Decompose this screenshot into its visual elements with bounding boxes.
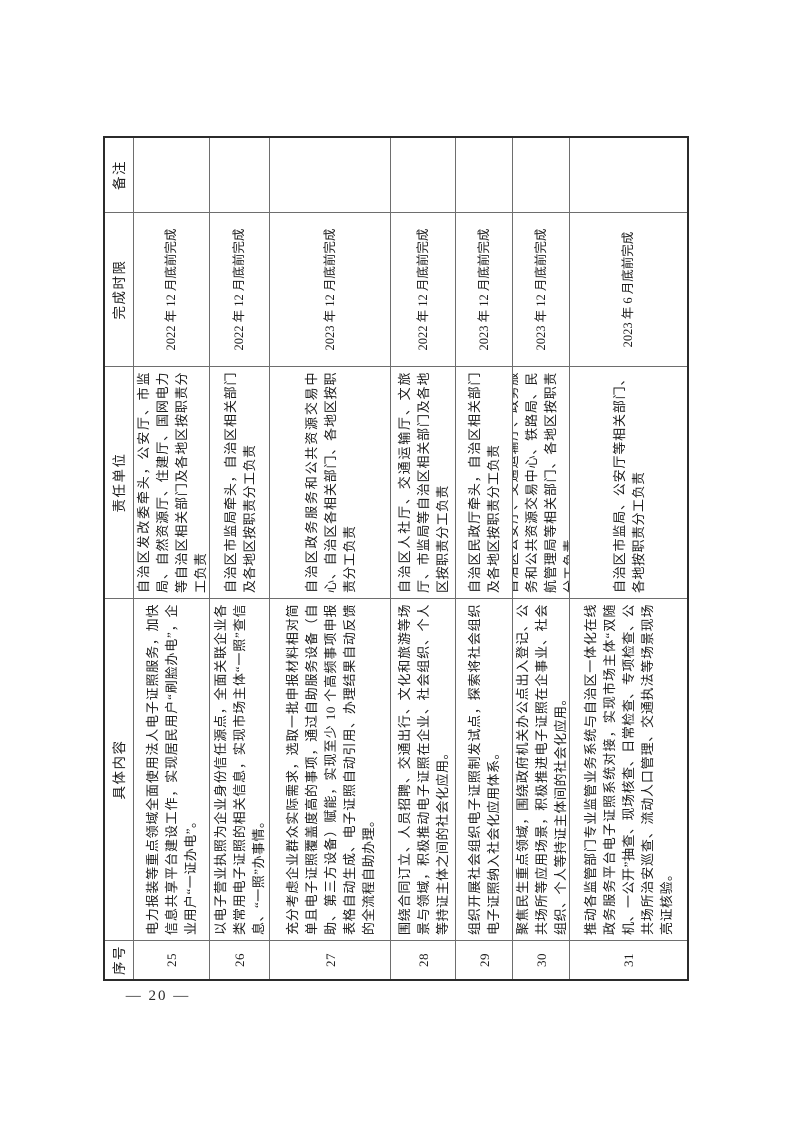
rotated-table-wrapper: 序号 具体内容 责任单位 完成时限 备注 25 电力报装等重点领域全面使用法人电… [103, 136, 689, 981]
table-row: 28 围绕合同订立、人员招聘、交通出行、文化和旅游等场景与领域，积极推动电子证照… [391, 138, 456, 979]
cell-unit: 自治区市监局牵头，自治区相关部门及各地区按职责分工负责 [210, 366, 270, 598]
cell-deadline: 2022 年 12 月底前完成 [210, 212, 270, 366]
cell-content: 组织开展社会组织电子证照制发试点，探索将社会组织电子证照纳入社会化应用体系。 [456, 598, 513, 940]
table-row: 29 组织开展社会组织电子证照制发试点，探索将社会组织电子证照纳入社会化应用体系… [456, 138, 513, 979]
cell-remark [134, 138, 210, 212]
cell-content: 充分考虑企业群众实际需求，选取一批申报材料相对简单且电子证照覆盖度高的事项，通过… [270, 598, 391, 940]
cell-content: 聚焦民生重点领域，围绕政府机关办公点出入登记、公共场所等应用场景，积极推进电子证… [513, 598, 570, 940]
cell-remark [391, 138, 456, 212]
cell-unit: 自治区政务服务和公共资源交易中心、自治区各相关部门、各地区按职责分工负责 [270, 366, 391, 598]
cell-deadline: 2023 年 12 月底前完成 [270, 212, 391, 366]
cell-content: 电力报装等重点领域全面使用法人电子证照服务，加快信息共享平台建设工作，实现居民用… [134, 598, 210, 940]
cell-unit: 自治区市监局、公安厅等相关部门、各地按职责分工负责 [570, 366, 687, 598]
task-table: 序号 具体内容 责任单位 完成时限 备注 25 电力报装等重点领域全面使用法人电… [103, 136, 689, 981]
page-number: — 20 — [125, 988, 191, 1004]
cell-remark [456, 138, 513, 212]
header-seq: 序号 [105, 940, 134, 979]
cell-content: 推动各监管部门专业监管业务系统与自治区一体化在线政务服务平台电子证照系统对接，实… [570, 598, 687, 940]
cell-unit: 自治区人社厅、交通运输厅、文旅厅、市监局等自治区相关部门及各地区按职责分工负责 [391, 366, 456, 598]
cell-deadline: 2023 年 12 月底前完成 [513, 212, 570, 366]
cell-unit: 自治区民政厅牵头，自治区相关部门及各地区按职责分工负责 [456, 366, 513, 598]
cell-deadline: 2022 年 12 月底前完成 [391, 212, 456, 366]
table-row: 30 聚焦民生重点领域，围绕政府机关办公点出入登记、公共场所等应用场景，积极推进… [513, 138, 570, 979]
table-row: 27 充分考虑企业群众实际需求，选取一批申报材料相对简单且电子证照覆盖度高的事项… [270, 138, 391, 979]
cell-seq: 28 [391, 940, 456, 979]
table-row: 25 电力报装等重点领域全面使用法人电子证照服务，加快信息共享平台建设工作，实现… [134, 138, 210, 979]
table-row: 31 推动各监管部门专业监管业务系统与自治区一体化在线政务服务平台电子证照系统对… [570, 138, 687, 979]
cell-deadline: 2022 年 12 月底前完成 [134, 212, 210, 366]
cell-remark [210, 138, 270, 212]
cell-seq: 27 [270, 940, 391, 979]
table-row: 26 以电子营业执照为企业身份信任源点，全面关联企业各类常用电子证照的相关信息，… [210, 138, 270, 979]
cell-seq: 25 [134, 940, 210, 979]
cell-seq: 30 [513, 940, 570, 979]
cell-remark [570, 138, 687, 212]
header-deadline: 完成时限 [105, 212, 134, 366]
cell-deadline: 2023 年 6 月底前完成 [570, 212, 687, 366]
cell-deadline: 2023 年 12 月底前完成 [456, 212, 513, 366]
cell-content: 以电子营业执照为企业身份信任源点，全面关联企业各类常用电子证照的相关信息，实现市… [210, 598, 270, 940]
cell-content: 围绕合同订立、人员招聘、交通出行、文化和旅游等场景与领域，积极推动电子证照在企业… [391, 598, 456, 940]
cell-unit: 自治区发改委牵头，公安厅、市监局、自然资源厅、住建厅、国网电力等自治区相关部门及… [134, 366, 210, 598]
header-remark: 备注 [105, 138, 134, 212]
cell-seq: 29 [456, 940, 513, 979]
cell-seq: 26 [210, 940, 270, 979]
cell-seq: 31 [570, 940, 687, 979]
cell-remark [270, 138, 391, 212]
header-content: 具体内容 [105, 598, 134, 940]
cell-unit: 自治区公安厅、交通运输厅、政务服务和公共资源交易中心、铁路局、民航管理局等相关部… [513, 366, 570, 598]
cell-remark [513, 138, 570, 212]
header-unit: 责任单位 [105, 366, 134, 598]
table-header-row: 序号 具体内容 责任单位 完成时限 备注 [105, 138, 134, 979]
